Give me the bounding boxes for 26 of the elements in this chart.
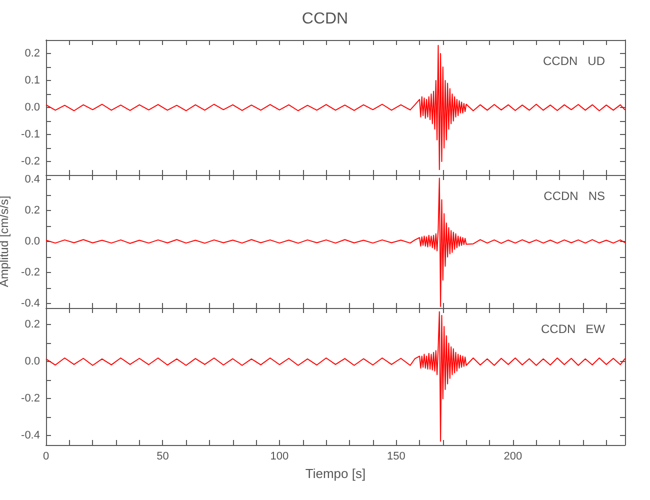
line-series (46, 44, 626, 170)
annotation: CCDN EW (541, 322, 606, 336)
y-tick-label: 0.0 (24, 102, 40, 114)
y-tick-label: 0.0 (24, 356, 40, 368)
x-tick-label: 50 (156, 450, 169, 462)
y-tick-label: 0.1 (24, 74, 40, 86)
y-tick-label: -0.1 (21, 128, 40, 140)
x-tick-label: 200 (504, 450, 522, 462)
y-tick-label: -0.2 (21, 156, 40, 168)
y-tick-label: -0.4 (21, 430, 40, 442)
annotation: CCDN UD (543, 54, 606, 68)
y-tick-label: -0.2 (21, 392, 40, 405)
line-series (46, 311, 626, 442)
chart-title: CCDN (302, 10, 348, 28)
y-tick-label: 0.2 (24, 48, 40, 60)
x-tick-label: 0 (42, 450, 50, 462)
y-tick-label: 0.2 (24, 204, 40, 217)
x-axis-title: Tiempo [s] (305, 466, 366, 481)
x-tick-label: 150 (387, 450, 406, 462)
y-tick-label: 0.4 (24, 174, 40, 186)
y-tick-label: -0.2 (21, 266, 40, 278)
y-tick-label: -0.4 (21, 297, 40, 310)
y-tick-label: 0.0 (24, 236, 40, 248)
annotation: CCDN NS (544, 189, 606, 203)
x-tick-label: 100 (270, 450, 289, 462)
y-tick-label: 0.2 (24, 318, 40, 331)
